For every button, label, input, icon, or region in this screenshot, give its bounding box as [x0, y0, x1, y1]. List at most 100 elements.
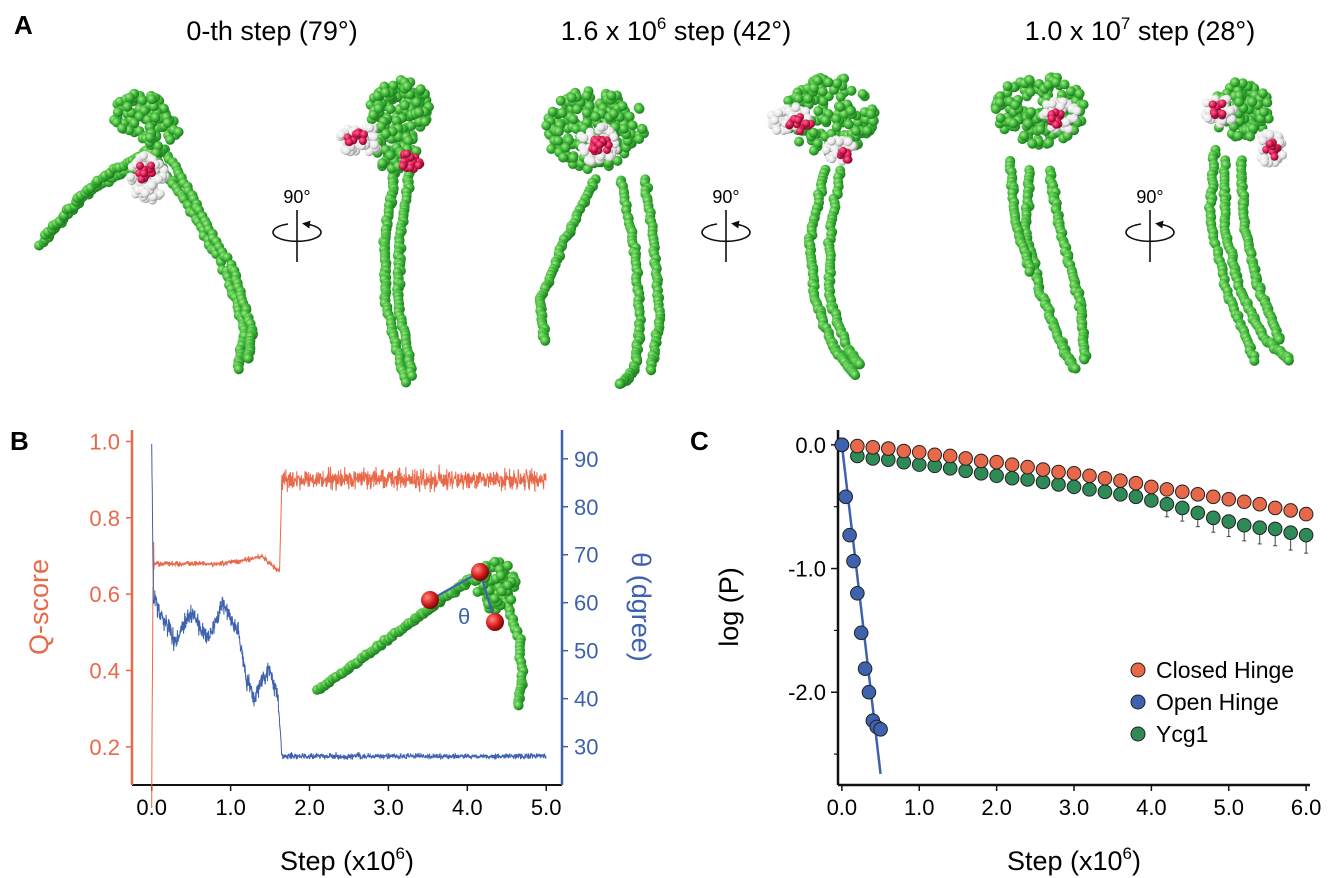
- panel-b-label: B: [10, 426, 29, 456]
- b-x-tick-label: 1.0: [215, 795, 246, 820]
- closed-hinge-point: [1082, 468, 1097, 484]
- structure-frame0-view2: [335, 75, 434, 388]
- structure-frame1-view1: [534, 86, 666, 389]
- b-right-tick-label: 40: [574, 687, 598, 712]
- closed-hinge-point: [973, 453, 989, 469]
- ycg1-point: [1082, 482, 1097, 497]
- panel-a-label: A: [14, 10, 33, 40]
- frame-title-1: 1.6 x 106 step (42°): [561, 14, 791, 46]
- closed-hinge-point: [1020, 459, 1035, 475]
- ycg1-point: [1159, 496, 1175, 512]
- b-x-tick-label: 4.0: [452, 795, 483, 820]
- b-x-tick-label: 3.0: [373, 795, 404, 820]
- chart-c-legend: Closed Hinge Open Hinge Ycg1: [1130, 657, 1294, 747]
- c-x-axis-label: Step (x106): [1007, 844, 1141, 876]
- closed-hinge-point: [1113, 473, 1128, 489]
- open-hinge-point: [861, 684, 877, 700]
- closed-hinge-point: [1066, 465, 1082, 481]
- structure-frame1-view2: [766, 72, 880, 381]
- ycg1-point: [1205, 510, 1221, 526]
- ycg1-point: [1267, 521, 1283, 537]
- ycg1-point: [942, 461, 958, 476]
- b-left-tick-label: 0.6: [89, 582, 120, 607]
- ycg1-point: [1283, 525, 1298, 540]
- closed-hinge-point: [1190, 487, 1206, 502]
- legend-marker-closed-hinge: [1130, 662, 1146, 678]
- closed-hinge-point: [1128, 475, 1144, 491]
- closed-hinge-point: [1035, 462, 1051, 477]
- b-left-tick-label: 0.4: [89, 658, 120, 683]
- ycg1-point: [1175, 500, 1190, 516]
- c-y-tick-label: -2.0: [788, 680, 826, 705]
- closed-hinge-point: [865, 440, 881, 455]
- panel-c-label: C: [690, 426, 709, 456]
- open-hinge-point: [842, 527, 857, 543]
- legend-label-closed-hinge: Closed Hinge: [1156, 657, 1294, 683]
- ycg1-point: [1236, 517, 1252, 533]
- ycg1-point: [1004, 470, 1020, 486]
- c-x-tick-label: 6.0: [1291, 795, 1322, 820]
- b-x-axis-label: Step (x106): [280, 844, 414, 876]
- structure-frame0-view1: [34, 88, 258, 375]
- c-x-tick-label: 5.0: [1213, 795, 1244, 820]
- open-hinge-point: [853, 625, 869, 641]
- open-hinge-point: [834, 437, 850, 453]
- ycg1-point: [911, 457, 927, 472]
- closed-hinge-point: [942, 448, 958, 464]
- ycg1-point: [1298, 527, 1314, 543]
- open-hinge-point: [838, 489, 854, 505]
- c-y-tick-label: -1.0: [788, 557, 826, 582]
- rotation-label-1: 90°: [712, 187, 739, 207]
- panel-c: C 0.0 1.0 2.0 3.0 4.0 5.0 6.0 0.0 -1.0 -2.0 Step (…: [690, 426, 1321, 876]
- open-hinge-point: [857, 661, 873, 677]
- closed-hinge-point: [1298, 506, 1314, 522]
- legend-label-open-hinge: Open Hinge: [1156, 689, 1279, 715]
- q-score-line: [151, 464, 547, 809]
- closed-hinge-point: [1252, 496, 1268, 512]
- closed-hinge-point: [1175, 484, 1190, 500]
- closed-hinge-point: [958, 451, 973, 466]
- c-x-tick-label: 1.0: [904, 795, 935, 820]
- c-y-axis-label: log (P): [714, 567, 744, 647]
- chart-b-axes: 0.0 1.0 2.0 3.0 4.0 5.00.20.40.60.81.03040506…: [24, 429, 656, 876]
- closed-hinge-point: [1267, 500, 1283, 516]
- inset-angle-marker: [471, 563, 489, 581]
- b-right-tick-label: 90: [574, 447, 598, 472]
- theta-line: [151, 443, 547, 761]
- rotation-symbol-0: 90°: [272, 187, 322, 262]
- b-right-tick-label: 60: [574, 591, 598, 616]
- ycg1-point: [958, 463, 973, 479]
- ycg1-point: [1221, 514, 1237, 529]
- inset-angle-marker: [486, 613, 504, 631]
- c-x-tick-label: 4.0: [1136, 795, 1167, 820]
- open-hinge-point: [873, 722, 888, 737]
- ycg1-point: [1020, 472, 1035, 487]
- b-right-tick-label: 80: [574, 495, 598, 520]
- closed-hinge-point: [911, 444, 927, 460]
- b-right-tick-label: 70: [574, 543, 598, 568]
- ycg1-point: [1128, 489, 1144, 505]
- ycg1-point: [1252, 520, 1268, 536]
- inset-angle-marker: [421, 591, 439, 609]
- c-x-tick-label: 3.0: [1059, 795, 1090, 820]
- rotate-arrow-icon: [1125, 220, 1175, 243]
- closed-hinge-point: [1205, 489, 1221, 505]
- closed-hinge-point: [1051, 464, 1066, 480]
- chart-c-axes: 0.0 1.0 2.0 3.0 4.0 5.0 6.0 0.0 -1.0 -2.0 Step (x1…: [714, 430, 1321, 876]
- open-hinge-point: [850, 585, 865, 601]
- ycg1-point: [1066, 479, 1082, 495]
- closed-hinge-point: [1004, 457, 1020, 472]
- chart-b-series: [151, 443, 547, 809]
- closed-hinge-point: [1236, 494, 1252, 510]
- chart-b-inset-structure: [312, 556, 529, 711]
- structure-frame2-view1: [990, 72, 1092, 374]
- closed-hinge-point: [896, 443, 912, 459]
- c-y-tick-label: 0.0: [795, 433, 826, 458]
- legend-marker-ycg1: [1130, 726, 1146, 742]
- closed-hinge-point: [850, 438, 865, 454]
- ycg1-point: [1144, 493, 1159, 508]
- closed-hinge-point: [1221, 491, 1237, 507]
- ycg1-point: [1035, 474, 1051, 490]
- closed-hinge-point: [1097, 470, 1113, 486]
